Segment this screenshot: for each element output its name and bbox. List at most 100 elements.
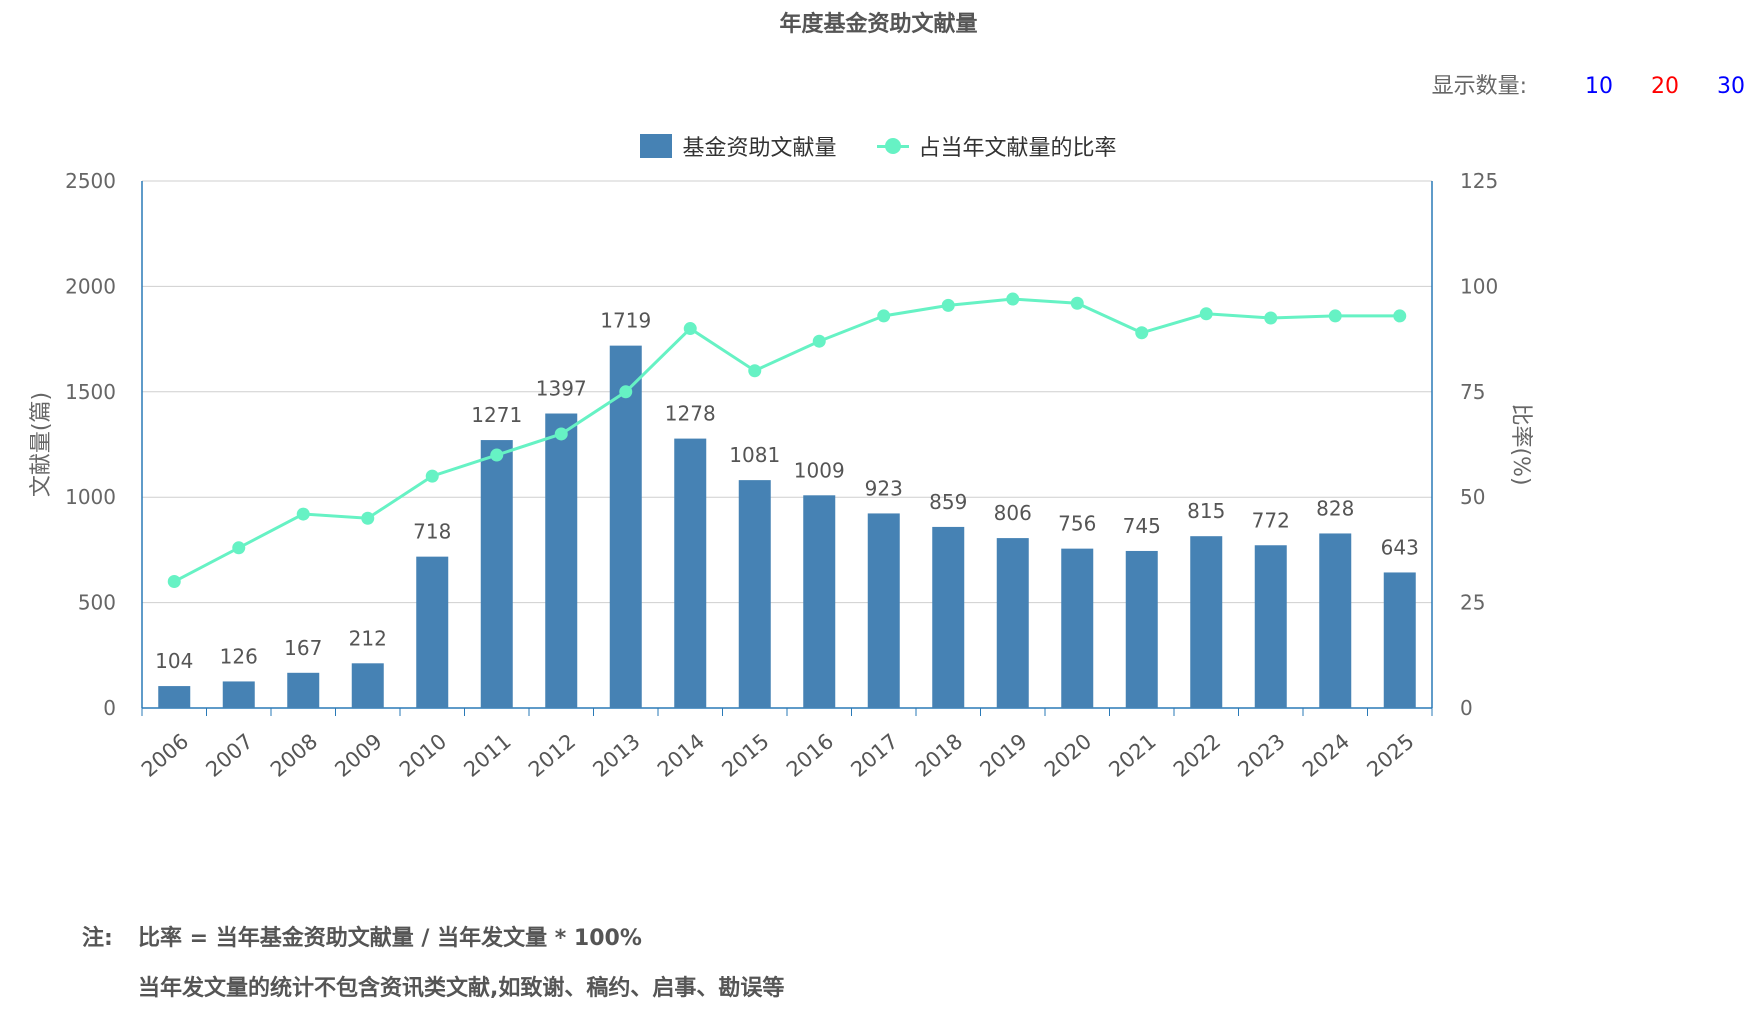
ratio-point <box>812 334 826 348</box>
y-left-tick-label: 1000 <box>65 485 116 509</box>
bar-value-label: 1271 <box>471 403 522 427</box>
bar <box>932 526 965 708</box>
bar <box>1125 550 1158 708</box>
ratio-point <box>1070 296 1084 310</box>
bar-value-label: 1397 <box>536 377 587 401</box>
bar-value-label: 126 <box>220 644 258 668</box>
bar-value-label: 923 <box>865 476 903 500</box>
y-left-tick-label: 2000 <box>65 274 116 298</box>
x-tick-label: 2025 <box>1362 729 1418 782</box>
bar-value-label: 718 <box>413 520 451 544</box>
ratio-point <box>1135 326 1149 340</box>
x-tick-label: 2014 <box>653 729 709 782</box>
x-tick-label: 2021 <box>1104 729 1160 782</box>
bar <box>545 413 578 708</box>
ratio-point <box>941 298 955 312</box>
legend-item-bar-series[interactable]: 基金资助文献量 <box>640 130 837 162</box>
bar <box>222 681 255 708</box>
x-tick-label: 2010 <box>395 729 451 782</box>
x-tick-label: 2008 <box>266 729 322 782</box>
ratio-point <box>1264 311 1278 325</box>
ratio-point <box>361 511 375 525</box>
legend-item-line-series[interactable]: 占当年文献量的比率 <box>876 130 1117 162</box>
x-tick-label: 2011 <box>459 729 515 782</box>
x-tick-label: 2018 <box>911 729 967 782</box>
bar-value-label: 643 <box>1381 535 1419 559</box>
bar-value-label: 1009 <box>794 458 845 482</box>
x-tick-label: 2009 <box>330 729 386 782</box>
display-count-label: 显示数量: <box>1431 74 1527 99</box>
bar <box>738 480 771 708</box>
bar <box>158 686 191 708</box>
bar <box>1254 545 1287 708</box>
ratio-point <box>1006 292 1020 306</box>
y-right-tick-label: 100 <box>1460 274 1498 298</box>
y-right-tick-label: 25 <box>1460 591 1485 615</box>
bar-value-label: 1719 <box>600 309 651 333</box>
x-tick-label: 2023 <box>1233 729 1289 782</box>
bar <box>996 538 1029 708</box>
bar <box>287 672 320 708</box>
ratio-point <box>167 575 181 589</box>
y-left-tick-label: 2500 <box>65 169 116 193</box>
x-tick-label: 2022 <box>1169 729 1225 782</box>
ratio-point <box>1199 307 1213 321</box>
ratio-point <box>619 385 633 399</box>
y-right-tick-label: 125 <box>1460 169 1498 193</box>
ratio-point <box>1393 309 1407 323</box>
bar-value-label: 167 <box>284 636 322 660</box>
bar <box>1190 536 1223 708</box>
legend-line-swatch <box>876 134 909 158</box>
bar <box>1061 548 1094 708</box>
ratio-point <box>296 507 310 521</box>
bar-value-label: 104 <box>155 649 193 673</box>
bar-value-label: 1278 <box>665 402 716 426</box>
display-count-selector: 显示数量: 10 20 30 <box>1432 68 1745 100</box>
bar <box>1383 572 1416 708</box>
note-prefix: 注: <box>82 926 113 951</box>
legend-bar-label: 基金资助文献量 <box>682 136 837 161</box>
ratio-line <box>173 297 1400 583</box>
bar <box>803 495 836 708</box>
ratio-point <box>232 541 246 555</box>
y-right-tick-label: 75 <box>1460 380 1485 404</box>
ratio-point <box>425 469 439 483</box>
ratio-point <box>683 322 697 336</box>
note-line-1: 比率 = 当年基金资助文献量 / 当年发文量 * 100% <box>138 926 642 951</box>
x-tick-label: 2019 <box>975 729 1031 782</box>
ratio-point <box>748 364 762 378</box>
display-count-option-10[interactable]: 10 <box>1585 74 1613 99</box>
chart-notes: 注: 比率 = 当年基金资助文献量 / 当年发文量 * 100% 当年发文量的统… <box>82 920 784 1020</box>
display-count-option-20[interactable]: 20 <box>1651 74 1679 99</box>
legend-line-label: 占当年文献量的比率 <box>918 136 1117 161</box>
y-left-tick-label: 0 <box>103 696 116 720</box>
display-count-option-30[interactable]: 30 <box>1717 74 1745 99</box>
chart-legend: 基金资助文献量 占当年文献量的比率 <box>0 130 1757 162</box>
x-tick-label: 2013 <box>588 729 644 782</box>
ratio-point <box>877 309 891 323</box>
y-right-tick-label: 0 <box>1460 696 1473 720</box>
bar-value-label: 806 <box>994 501 1032 525</box>
bar-value-label: 1081 <box>729 443 780 467</box>
bar <box>867 513 900 708</box>
bar-value-label: 815 <box>1187 499 1225 523</box>
x-tick-label: 2024 <box>1298 729 1354 782</box>
bar-value-label: 859 <box>929 490 967 514</box>
combo-chart: 0 0 500 25 1000 50 1500 75 2000 100 2500 125 文献量(篇) 比… <box>29 169 1533 782</box>
x-tick-label: 2020 <box>1040 729 1096 782</box>
x-tick-label: 2016 <box>782 729 838 782</box>
bar <box>674 438 707 708</box>
y-left-tick-label: 1500 <box>65 380 116 404</box>
y-left-axis-title: 文献量(篇) <box>29 392 54 497</box>
x-tick-label: 2012 <box>524 729 580 782</box>
x-tick-label: 2006 <box>137 729 193 782</box>
ratio-point <box>490 448 504 462</box>
bar <box>480 440 513 708</box>
legend-bar-swatch <box>640 134 673 158</box>
x-tick-label: 2007 <box>201 729 257 782</box>
y-right-tick-label: 50 <box>1460 485 1485 509</box>
bar-value-label: 212 <box>349 626 387 650</box>
y-right-axis-title: 比率(%) <box>1508 403 1533 485</box>
y-left-tick-label: 500 <box>78 591 116 615</box>
bar <box>609 345 642 708</box>
